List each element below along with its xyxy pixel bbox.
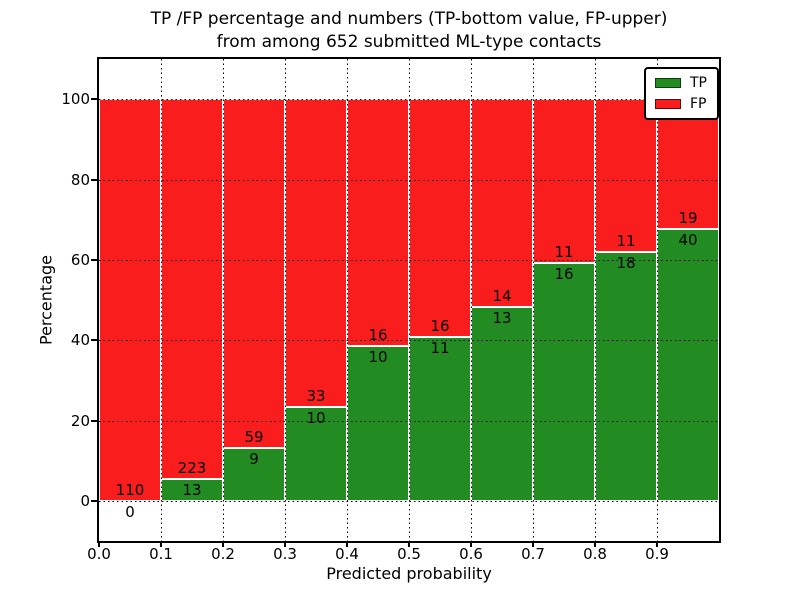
x-tick-mark: [594, 541, 596, 547]
bar-segment-fp: [409, 99, 471, 338]
bar-segment-fp: [223, 99, 285, 448]
bar-segment-tp: [409, 337, 471, 501]
gridline-v: [222, 59, 224, 541]
chart-title-line2: from among 652 submitted ML-type contact…: [216, 32, 602, 52]
y-tick-label: 40: [70, 331, 90, 350]
bar-value-label-fp: 110: [115, 480, 145, 499]
x-tick-mark: [222, 541, 224, 547]
y-tick-mark: [91, 258, 97, 261]
chart-title: TP /FP percentage and numbers (TP-bottom…: [99, 8, 719, 54]
bar-value-label-tp: 9: [249, 449, 259, 468]
bar-segment-fp: [347, 99, 409, 347]
tp-legend-label: TP: [690, 75, 707, 91]
x-tick-label: 0.3: [273, 545, 297, 563]
bar-value-label-fp: 16: [430, 317, 450, 336]
legend: TP FP: [644, 67, 719, 120]
y-tick-label: 100: [61, 90, 90, 109]
legend-item-tp: TP: [655, 76, 707, 90]
x-tick-label: 0.5: [397, 545, 421, 563]
gridline-v: [594, 59, 596, 541]
plot-area: TP FP 110 0 223 13 59 9 33 10 16 10 16 11 14 13 11 16 11…: [97, 57, 721, 543]
fp-legend-swatch-icon: [655, 99, 681, 109]
bar-value-label-fp: 11: [554, 242, 574, 261]
x-tick-mark: [408, 541, 410, 547]
x-tick-label: 0.6: [459, 545, 483, 563]
x-tick-label: 0.7: [521, 545, 545, 563]
y-tick-mark: [91, 98, 97, 101]
bar-value-label-fp: 33: [306, 387, 326, 406]
gridline-v: [160, 59, 162, 541]
bar-value-label-tp: 13: [492, 309, 512, 328]
bar-value-label-fp: 59: [244, 427, 264, 446]
bar-value-label-fp: 223: [177, 458, 207, 477]
bar-value-label-tp: 40: [678, 230, 698, 249]
bar-segment-fp: [533, 99, 595, 263]
bar-segment-tp: [285, 407, 347, 501]
y-tick-mark: [91, 339, 97, 342]
tp-legend-swatch-icon: [655, 78, 681, 88]
bar-segment-fp: [99, 99, 161, 501]
bar-value-label-tp: 10: [306, 409, 326, 428]
x-tick-mark: [98, 541, 100, 547]
x-tick-mark: [532, 541, 534, 547]
bar-segment-tp: [657, 228, 719, 501]
bar-value-label-tp: 0: [125, 502, 135, 521]
bar-value-label-tp: 13: [182, 480, 202, 499]
legend-item-fp: FP: [655, 97, 707, 111]
gridline-v: [284, 59, 286, 541]
gridline-v: [470, 59, 472, 541]
x-tick-mark: [656, 541, 658, 547]
fp-legend-label: FP: [690, 96, 707, 112]
x-tick-label: 0.0: [87, 545, 111, 563]
gridline-v: [346, 59, 348, 541]
x-tick-label: 0.8: [583, 545, 607, 563]
y-tick-mark: [91, 499, 97, 502]
x-tick-mark: [470, 541, 472, 547]
bar-segment-fp: [285, 99, 347, 408]
bar-segment-tp: [223, 447, 285, 501]
chart-title-line1: TP /FP percentage and numbers (TP-bottom…: [150, 9, 668, 29]
y-tick-mark: [91, 419, 97, 422]
y-tick-mark: [91, 178, 97, 181]
gridline-v: [408, 59, 410, 541]
y-tick-label: 20: [70, 411, 90, 430]
x-tick-mark: [284, 541, 286, 547]
bar-segment-fp: [161, 99, 223, 479]
x-tick-mark: [346, 541, 348, 547]
bar-value-label-tp: 16: [554, 264, 574, 283]
x-tick-mark: [160, 541, 162, 547]
y-tick-label: 80: [70, 170, 90, 189]
bar-value-label-tp: 11: [430, 339, 450, 358]
x-tick-label: 0.2: [211, 545, 235, 563]
bar-segment-fp: [657, 99, 719, 229]
bar-segment-fp: [595, 99, 657, 252]
bar-segment-tp: [471, 307, 533, 501]
bar-value-label-fp: 11: [616, 231, 636, 250]
bar-segment-fp: [471, 99, 533, 308]
bar-value-label-fp: 14: [492, 287, 512, 306]
x-tick-label: 0.1: [149, 545, 173, 563]
y-tick-label: 60: [70, 250, 90, 269]
gridline-v: [532, 59, 534, 541]
bar-value-label-fp: 19: [678, 208, 698, 227]
x-tick-label: 0.9: [645, 545, 669, 563]
bar-value-label-tp: 18: [616, 253, 636, 272]
bar-segment-tp: [533, 262, 595, 501]
gridline-v: [656, 59, 658, 541]
bar-segment-tp: [347, 346, 409, 501]
x-tick-label: 0.4: [335, 545, 359, 563]
y-tick-label: 0: [80, 491, 90, 510]
bar-value-label-fp: 16: [368, 326, 388, 345]
bar-segment-tp: [595, 251, 657, 501]
bar-value-label-tp: 10: [368, 348, 388, 367]
x-axis-label: Predicted probability: [326, 564, 492, 583]
